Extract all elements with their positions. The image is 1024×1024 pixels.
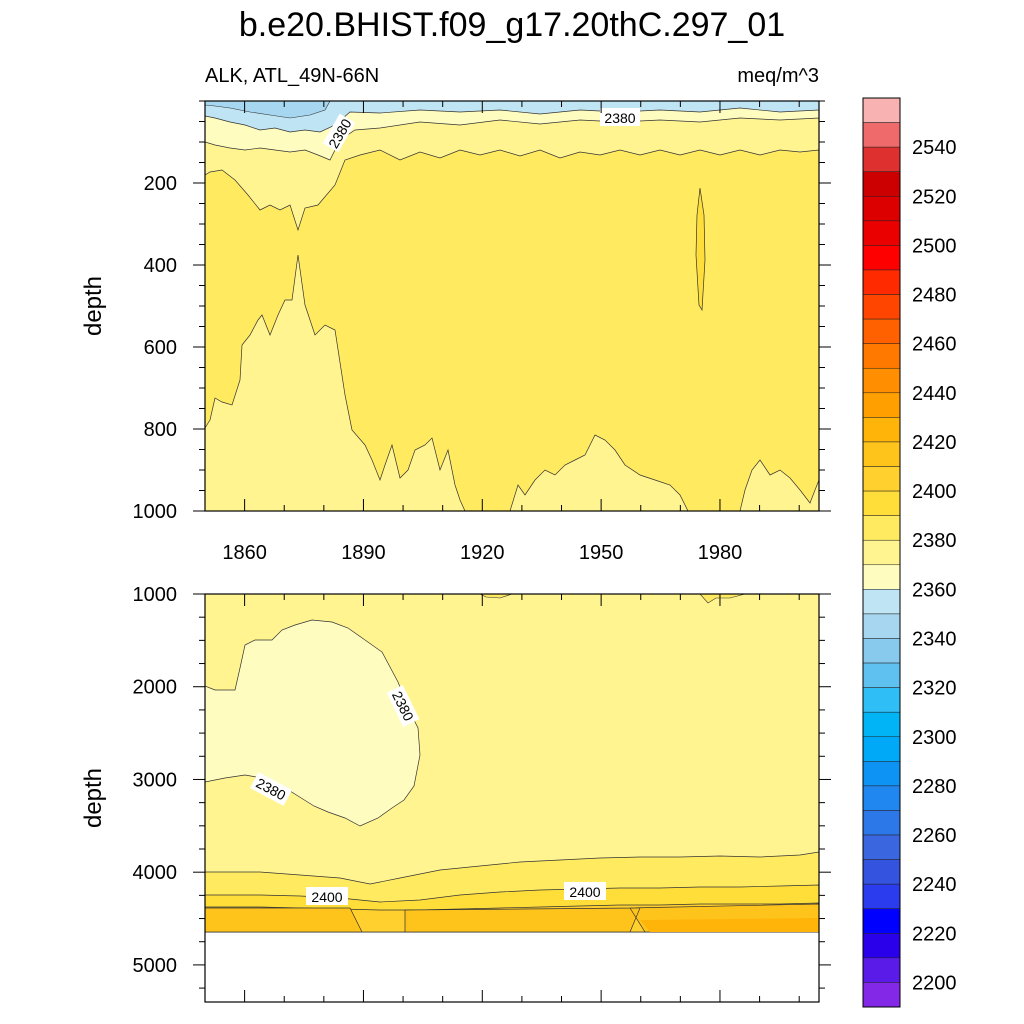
colorbar-swatch xyxy=(862,539,901,566)
colorbar-label: 2280 xyxy=(912,776,957,798)
svg-text:2380: 2380 xyxy=(604,110,635,126)
x-tick-label: 1920 xyxy=(460,542,505,564)
top-ylabel: depth xyxy=(80,276,107,336)
colorbar-label: 2460 xyxy=(912,334,957,356)
colorbar-label: 2340 xyxy=(912,628,957,650)
colorbar-swatch xyxy=(862,245,901,271)
colorbar-swatch xyxy=(862,736,901,762)
y-tick-label: 5000 xyxy=(133,955,178,977)
colorbar-swatch xyxy=(862,417,901,443)
bottom-axes: 1000 2000 3000 4000 5000 xyxy=(133,584,831,1002)
y-tick-label: 1000 xyxy=(133,501,178,523)
x-tick-label: 1980 xyxy=(698,542,743,564)
contour-label-bottom-3: 2400 xyxy=(306,887,348,905)
colorbar-swatch xyxy=(862,957,901,983)
colorbar-swatch xyxy=(862,933,901,959)
colorbar-swatch xyxy=(862,392,901,418)
colorbar-swatch xyxy=(862,269,901,295)
svg-text:2400: 2400 xyxy=(311,889,342,905)
colorbar-label: 2320 xyxy=(912,678,957,700)
colorbar-swatch xyxy=(862,785,901,811)
bottom-panel xyxy=(205,594,819,1002)
colorbar-swatch xyxy=(862,859,901,885)
y-tick-label: 3000 xyxy=(133,769,178,791)
colorbar-swatch xyxy=(862,490,901,516)
top-axes: 1860 1890 1920 1950 1980 200 400 600 800 1000 xyxy=(133,100,831,564)
top-lens-2400 xyxy=(695,187,706,312)
colorbar-swatch xyxy=(862,515,901,541)
subtitle-right: meq/m^3 xyxy=(737,65,819,87)
colorbar-label: 2520 xyxy=(912,186,957,208)
colorbar: 2540 2520 2500 2480 2460 2440 2420 2400 2380 2360… xyxy=(862,97,957,1008)
y-tick-label: 800 xyxy=(144,419,177,441)
colorbar-swatch xyxy=(862,171,901,197)
y-tick-label: 400 xyxy=(144,255,177,277)
colorbar-swatch xyxy=(862,466,901,492)
colorbar-label: 2540 xyxy=(912,137,957,159)
colorbar-label: 2260 xyxy=(912,825,957,847)
bottom-plot-frame xyxy=(204,593,820,1003)
y-tick-label: 2000 xyxy=(133,677,178,699)
colorbar-swatch xyxy=(862,662,901,688)
colorbar-swatch xyxy=(862,834,901,860)
colorbar-swatch xyxy=(862,638,901,664)
colorbar-label: 2200 xyxy=(912,972,957,994)
top-region-2380-deep xyxy=(205,254,466,511)
bottom-ylabel: depth xyxy=(80,768,107,828)
colorbar-label: 2420 xyxy=(912,432,957,454)
colorbar-label: 2480 xyxy=(912,285,957,307)
top-region-2380-deep2 xyxy=(509,434,689,511)
colorbar-swatch xyxy=(862,146,901,172)
bottom-region-2440 xyxy=(640,918,819,932)
colorbar-swatch xyxy=(862,441,901,467)
x-tick-label: 1890 xyxy=(341,542,386,564)
colorbar-swatch xyxy=(862,294,901,320)
colorbar-label: 2400 xyxy=(912,481,957,503)
y-tick-label: 4000 xyxy=(133,862,178,884)
colorbar-swatch xyxy=(862,220,901,246)
colorbar-swatch xyxy=(862,122,901,148)
top-region-2380-shallow xyxy=(205,101,819,161)
y-tick-label: 200 xyxy=(144,173,177,195)
colorbar-label: 2360 xyxy=(912,579,957,601)
colorbar-swatch xyxy=(862,883,901,909)
colorbar-swatch xyxy=(862,196,901,222)
colorbar-swatch xyxy=(862,97,901,123)
chart-title: b.e20.BHIST.f09_g17.20thC.297_01 xyxy=(239,6,785,44)
contour-label-top-2: 2380 xyxy=(600,108,640,126)
colorbar-label: 2240 xyxy=(912,874,957,896)
colorbar-swatch xyxy=(862,761,901,787)
colorbar-label: 2300 xyxy=(912,727,957,749)
colorbar-swatch xyxy=(862,982,901,1008)
svg-text:2400: 2400 xyxy=(569,884,600,900)
colorbar-label: 2500 xyxy=(912,235,957,257)
y-tick-label: 1000 xyxy=(133,584,178,606)
top-region-2380-upper xyxy=(205,101,819,232)
colorbar-swatch xyxy=(862,908,901,934)
colorbar-swatch xyxy=(862,343,901,369)
x-tick-label: 1950 xyxy=(579,542,624,564)
colorbar-swatch xyxy=(862,711,901,738)
colorbar-label: 2220 xyxy=(912,923,957,945)
top-region-2380-deep3 xyxy=(739,459,819,511)
colorbar-swatch xyxy=(862,318,901,344)
colorbar-swatch xyxy=(862,613,901,639)
x-tick-label: 1860 xyxy=(222,542,267,564)
contour-label-bottom-4: 2400 xyxy=(564,882,606,900)
colorbar-swatch xyxy=(862,810,901,836)
top-region-2360 xyxy=(205,101,819,133)
top-panel xyxy=(205,101,819,511)
colorbar-frame xyxy=(862,97,901,1008)
colorbar-swatch xyxy=(862,687,901,713)
subtitle-left: ALK, ATL_49N-66N xyxy=(205,65,379,87)
top-region-2340 xyxy=(205,101,331,119)
colorbar-swatch xyxy=(862,589,901,615)
bottom-top-patch xyxy=(479,594,746,604)
y-tick-label: 600 xyxy=(144,337,177,359)
colorbar-label: 2380 xyxy=(912,530,957,552)
colorbar-label: 2440 xyxy=(912,383,957,405)
colorbar-swatch xyxy=(862,564,901,590)
colorbar-swatch xyxy=(862,367,901,394)
